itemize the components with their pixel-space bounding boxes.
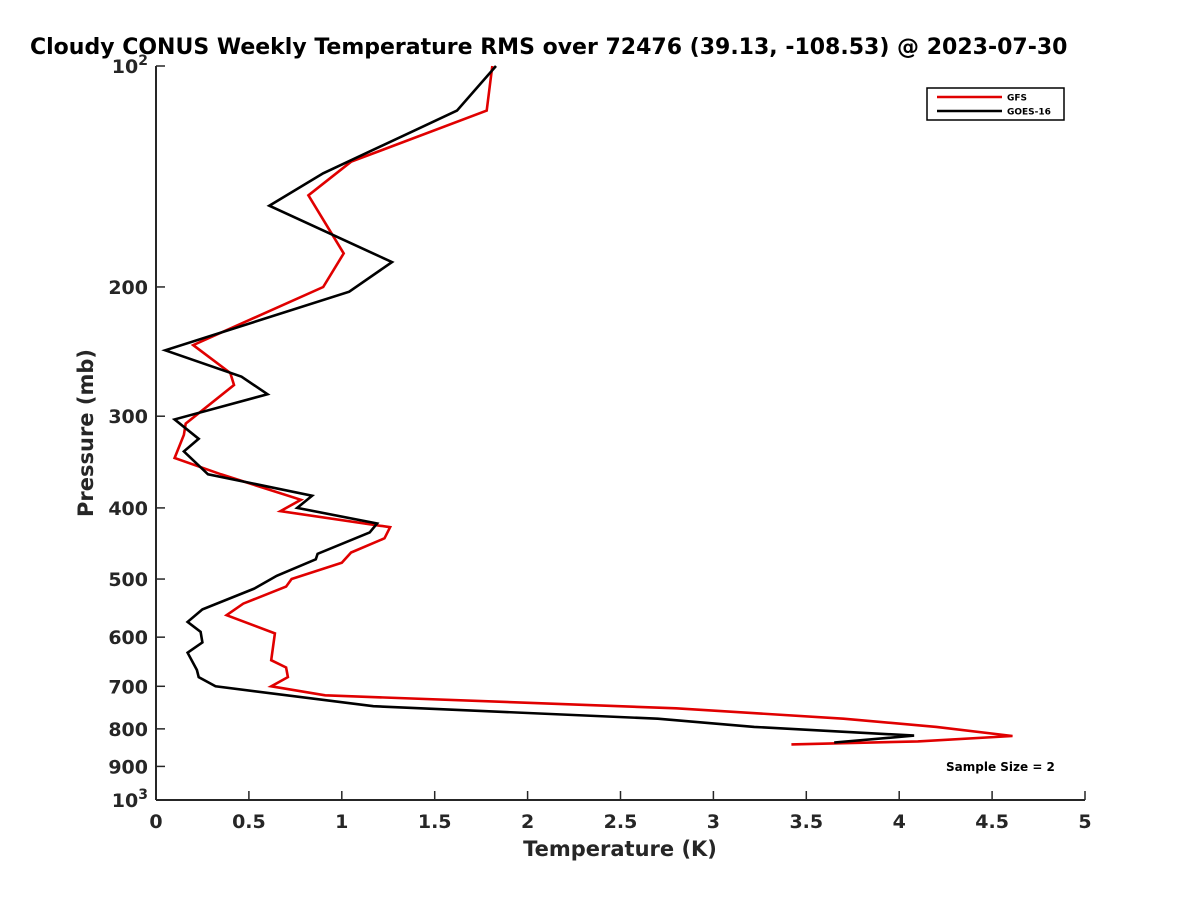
chart-title: Cloudy CONUS Weekly Temperature RMS over…: [30, 35, 1067, 60]
y-tick-label: 300: [108, 406, 148, 428]
x-tick-label: 0.5: [232, 811, 266, 833]
x-tick-label: 1.5: [418, 811, 452, 833]
x-tick-label: 3.5: [789, 811, 823, 833]
x-tick-label: 5: [1078, 811, 1091, 833]
y-tick-label: 600: [108, 627, 148, 649]
legend-label-goes16: GOES-16: [1007, 108, 1051, 118]
y-tick-label: 800: [108, 719, 148, 741]
series-line-gfs: [172, 65, 1013, 746]
x-tick-label: 2.5: [604, 811, 638, 833]
x-tick-label: 3: [707, 811, 720, 833]
sample-size-annotation: Sample Size = 2: [946, 760, 1055, 774]
series-layer: [161, 65, 1013, 746]
y-tick-label: 102: [112, 53, 148, 78]
legend-box: [926, 87, 1065, 121]
x-tick-label: 0: [149, 811, 162, 833]
x-axis-title: Temperature (K): [523, 837, 717, 861]
y-axis-title: Pressure (mb): [74, 349, 98, 517]
y-tick-label: 900: [108, 756, 148, 778]
y-tick-label: 400: [108, 498, 148, 520]
x-tick-label: 4: [893, 811, 906, 833]
x-tick-label: 1: [335, 811, 348, 833]
y-tick-label: 103: [112, 787, 148, 812]
legend: GFS GOES-16: [926, 87, 1065, 121]
y-tick-label: 200: [108, 277, 148, 299]
axes: 0 0.5 1 1.5 2 2.5 3 3.5 4 4.5 5 102 200 300 400 500 600 7…: [108, 53, 1091, 833]
x-tick-label: 2: [521, 811, 534, 833]
series-line-goes16: [161, 65, 915, 744]
legend-label-gfs: GFS: [1007, 94, 1027, 104]
y-tick-label: 500: [108, 569, 148, 591]
y-tick-label: 700: [108, 676, 148, 698]
x-tick-label: 4.5: [975, 811, 1009, 833]
